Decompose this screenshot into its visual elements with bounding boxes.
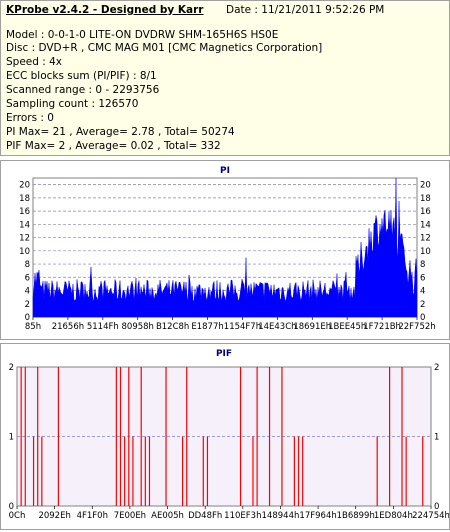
x-tick-label: 17F964h (299, 511, 336, 521)
x-tick-label: E1877h (191, 322, 223, 332)
y-tick-label-left: 2 (25, 300, 30, 310)
y-tick-label-right: 18 (420, 194, 431, 204)
y-tick-label-left: 16 (19, 207, 30, 217)
x-tick-label: DD48Fh (188, 511, 222, 521)
x-tick-label: 80958h (122, 322, 154, 332)
x-tick-label: 1ED804h (374, 511, 413, 521)
pi-chart: PI 0 0 2 2 4 4 6 6 8 8 10 10 12 12 14 14 16 16 18 18 20 20 85h 2… (19, 166, 435, 332)
y-tick-label-left: 0 (25, 313, 30, 323)
errors-line: Errors : 0 (6, 112, 54, 124)
y-tick-label-left: 8 (25, 260, 30, 270)
x-tick-label: 110EF3h (224, 511, 261, 521)
pi-stats-line: PI Max= 21 , Average= 2.78 , Total= 5027… (6, 126, 235, 138)
y-tick-label-left: 14 (19, 220, 30, 230)
pif-stats-line: PIF Max= 2 , Average= 0.02 , Total= 332 (6, 140, 221, 152)
x-tick-label: 4F1F0h (77, 511, 108, 521)
x-tick-label: 7E00Eh (114, 511, 146, 521)
ecc-line: ECC blocks sum (PI/PIF) : 8/1 (6, 70, 157, 82)
y-tick-label-right: 10 (420, 247, 431, 257)
x-tick-label: AE005h (151, 511, 184, 521)
y-tick-label-left: 4 (25, 287, 30, 297)
speed-line: Speed : 4x (6, 56, 63, 68)
chart-title: PIF (216, 349, 232, 359)
x-tick-label: 5114Fh (87, 322, 119, 332)
x-tick-label: 18691Eh (293, 322, 331, 332)
x-tick-label: B12C8h (156, 322, 189, 332)
y-tick-label-right: 2 (420, 300, 425, 310)
y-tick-label-right: 0 (420, 313, 425, 323)
x-tick-label: 1F721Bh (363, 322, 401, 332)
disc-line: Disc : DVD+R , CMC MAG M01 [CMC Magnetic… (6, 42, 323, 54)
y-tick-label-left: 6 (25, 273, 30, 283)
pi-chart-panel: PI 0 0 2 2 4 4 6 6 8 8 10 10 12 12 14 14 16 16 18 18 20 20 85h 2… (0, 160, 450, 340)
pif-chart-panel: PIF 0 0 1 1 2 2 0Ch 2092Eh 4F1F0h 7E00Eh AE005h DD48… (0, 343, 450, 530)
scan-date: Date : 11/21/2011 9:52:26 PM (226, 4, 385, 16)
pi-series-area (32, 177, 418, 318)
y-tick-label-right: 6 (420, 273, 425, 283)
y-tick-label-left: 0 (9, 502, 14, 512)
y-tick-label-left: 10 (19, 247, 30, 257)
y-tick-label-left: 18 (19, 194, 30, 204)
info-panel: KProbe v2.4.2 - Designed by Karr Date : … (0, 0, 450, 156)
x-tick-label: 2092Eh (38, 511, 70, 521)
x-tick-label: 85h (25, 322, 41, 332)
y-tick-label-right: 8 (420, 260, 425, 270)
x-tick-label: 1BEE45h (328, 322, 366, 332)
y-tick-label-right: 1 (434, 433, 439, 443)
y-tick-label-left: 1 (9, 433, 14, 443)
model-line: Model : 0-0-1-0 LITE-ON DVDRW SHM-165H6S… (6, 29, 279, 41)
x-tick-label: 224754h (412, 511, 449, 521)
y-tick-label-right: 16 (420, 207, 431, 217)
x-tick-label: 14E43Ch (258, 322, 296, 332)
range-line: Scanned range : 0 - 2293756 (6, 84, 160, 96)
x-tick-label: 22F752h (398, 322, 435, 332)
y-tick-label-right: 0 (434, 502, 439, 512)
y-tick-label-left: 2 (9, 363, 14, 373)
y-tick-label-right: 4 (420, 287, 425, 297)
x-tick-label: 21656h (52, 322, 84, 332)
y-tick-label-left: 20 (19, 181, 30, 191)
x-tick-label: 1B6899h (337, 511, 375, 521)
app-title: KProbe v2.4.2 - Designed by Karr (6, 4, 204, 16)
chart-title: PI (220, 166, 230, 176)
y-tick-label-right: 14 (420, 220, 431, 230)
y-tick-label-left: 12 (19, 234, 30, 244)
x-tick-label: 1154F7h (224, 322, 261, 332)
y-tick-label-right: 2 (434, 363, 439, 373)
y-tick-label-right: 12 (420, 234, 431, 244)
x-tick-label: 0Ch (9, 511, 26, 521)
sampling-line: Sampling count : 126570 (6, 98, 139, 110)
pif-chart: PIF 0 0 1 1 2 2 0Ch 2092Eh 4F1F0h 7E00Eh AE005h DD48… (9, 349, 450, 521)
x-tick-label: 148944h (262, 511, 300, 521)
y-tick-label-right: 20 (420, 181, 431, 191)
